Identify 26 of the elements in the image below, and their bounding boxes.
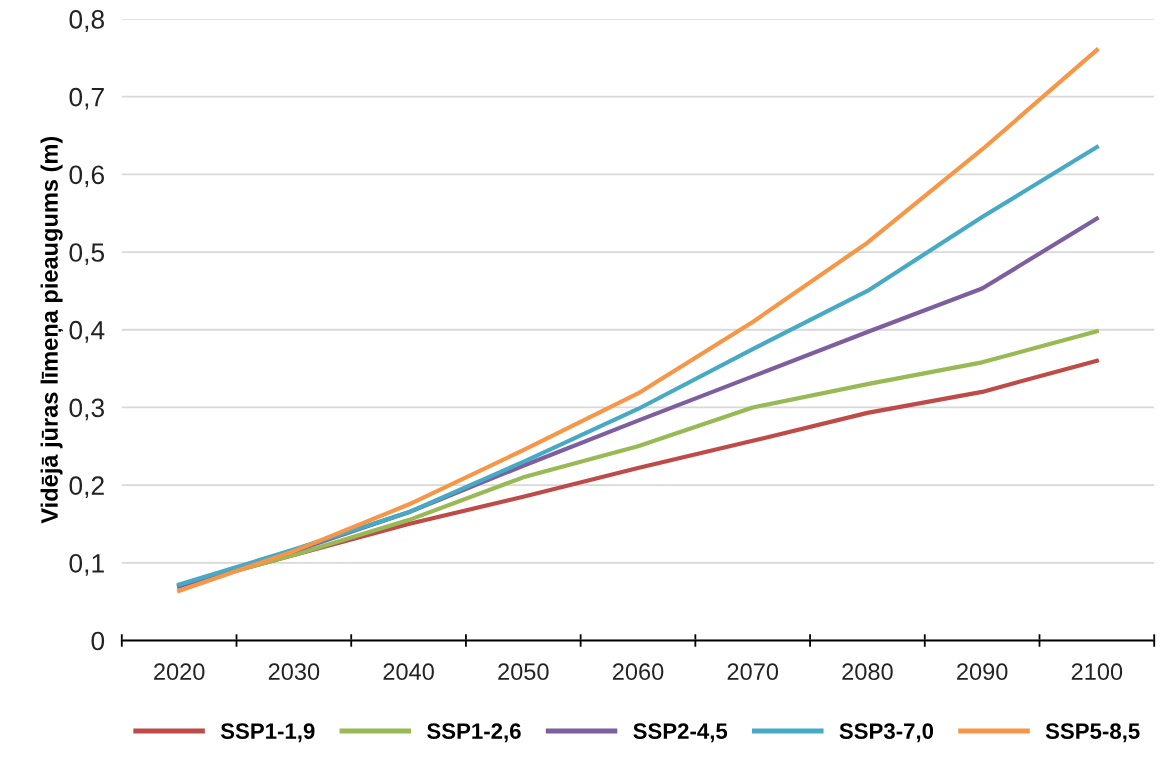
x-tick-label: 2070	[727, 663, 779, 681]
x-tick-label: 2030	[268, 663, 320, 681]
legend-label: SSP1-1,9	[220, 723, 315, 743]
legend-label: SSP1-2,6	[427, 723, 521, 743]
y-tick-label: 0,8	[69, 10, 104, 32]
y-tick-label: 0,7	[69, 87, 104, 110]
line-series	[177, 145, 1099, 587]
y-axis-title: Vidējā jūras līmeņa pieaugums (m)	[40, 136, 63, 524]
x-tick-label: 2040	[383, 663, 434, 681]
y-tick-label: 0,2	[69, 476, 104, 499]
y-tick-label: 0,6	[69, 165, 104, 188]
y-tick-label: 0,5	[69, 243, 105, 265]
y-tick-label: 0,4	[69, 320, 105, 343]
x-tick-label: 2060	[612, 663, 664, 681]
x-tick-label: 2020	[154, 663, 205, 681]
y-tick-label: 0,3	[69, 398, 104, 421]
x-tick-label: 2090	[957, 663, 1008, 681]
legend-label: SSP5-8,5	[1045, 723, 1140, 743]
y-tick-label: 0	[91, 631, 105, 651]
y-tick-label: 0,1	[69, 553, 104, 576]
x-tick-label: 2100	[1071, 663, 1123, 681]
legend-label: SSP3-7,0	[839, 723, 934, 743]
x-tick-label: 2080	[842, 663, 893, 681]
x-tick-label: 2050	[498, 663, 549, 681]
legend-label: SSP2-4,5	[633, 723, 728, 743]
line-series	[177, 47, 1099, 593]
